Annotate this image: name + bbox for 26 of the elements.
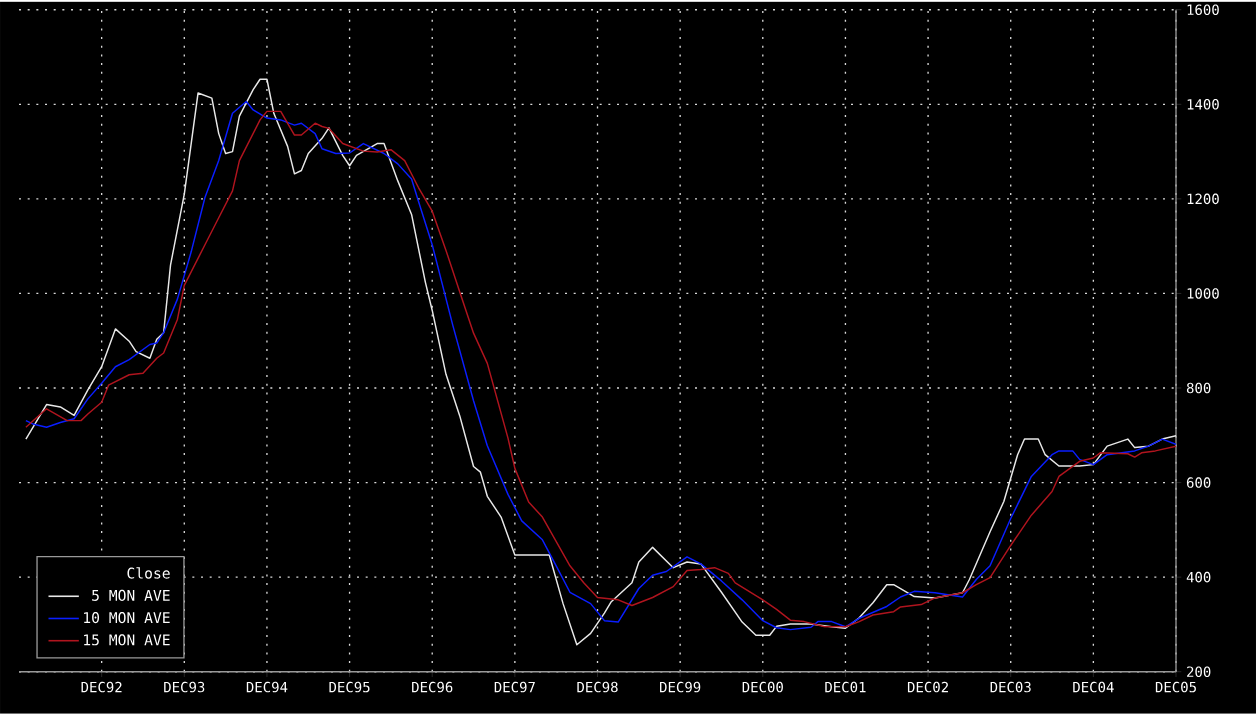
y-tick-label: 1400 [1187, 99, 1219, 110]
x-tick-label: DEC96 [412, 681, 453, 693]
legend-label: 10 MON AVE [84, 612, 170, 624]
y-tick-label: 1600 [1187, 4, 1219, 16]
y-tick-label: 600 [1186, 477, 1211, 488]
x-tick-label: DEC03 [990, 681, 1031, 693]
x-tick-label: DEC97 [494, 681, 535, 693]
x-tick-label: DEC02 [907, 681, 948, 693]
legend-title: Close [127, 567, 170, 579]
x-tick-label: DEC98 [577, 681, 618, 693]
legend-label: 5 MON AVE [92, 589, 170, 602]
x-tick-label: DEC92 [81, 681, 122, 693]
x-tick-label: DEC00 [742, 681, 783, 693]
x-tick-label: DEC01 [825, 681, 866, 693]
x-tick-label: DEC95 [329, 681, 370, 693]
x-tick-label: DEC99 [660, 681, 701, 693]
y-tick-label: 1000 [1187, 288, 1219, 299]
x-tick-label: DEC04 [1073, 681, 1114, 693]
y-tick-label: 400 [1186, 571, 1211, 583]
y-tick-label: 1200 [1187, 193, 1219, 205]
legend-label: 15 MON AVE [84, 634, 170, 646]
x-tick-label: DEC93 [164, 681, 205, 693]
x-tick-label: DEC94 [246, 681, 288, 693]
x-tick-label: DEC05 [1155, 681, 1196, 693]
y-tick-label: 800 [1186, 382, 1211, 394]
y-tick-label: 200 [1187, 666, 1211, 678]
